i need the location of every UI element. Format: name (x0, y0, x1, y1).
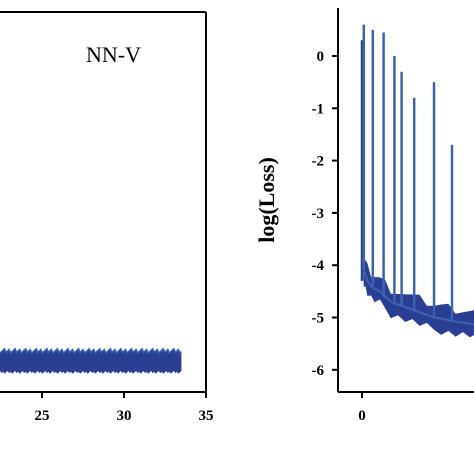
left-series-band (0, 347, 182, 374)
left-series-band-edge (0, 347, 182, 355)
right-y-tick-label: -5 (312, 311, 325, 327)
right-y-tick-label: 0 (317, 49, 325, 65)
left-x-tick-label: 30 (117, 408, 132, 424)
right-y-tick-label: -2 (312, 154, 325, 170)
right-series-band (362, 239, 474, 338)
right-y-axis-title: log(Loss) (254, 157, 279, 243)
right-y-ticks: 0 -1 -2 -3 -4 -5 -6 (312, 49, 338, 379)
left-x-tick-label: 25 (35, 408, 50, 424)
left-x-ticks: 25 30 35 (35, 392, 214, 424)
right-y-tick-label: -1 (312, 101, 325, 117)
right-series-line (360, 24, 474, 338)
right-y-tick-label: -3 (312, 206, 325, 222)
chart-panel-right: log(Loss) 0 -1 -2 -3 -4 -5 -6 0 (254, 8, 474, 424)
chart-panel-left: NN-V 25 30 35 (0, 11, 214, 424)
right-y-tick-label: -4 (312, 258, 325, 274)
left-x-tick-label: 35 (199, 408, 214, 424)
right-y-tick-label: -6 (312, 363, 325, 379)
right-x-ticks: 0 (358, 392, 366, 424)
right-x-tick-label: 0 (358, 408, 366, 424)
left-annotation: NN-V (86, 42, 141, 67)
left-series-band-fill (0, 348, 182, 374)
